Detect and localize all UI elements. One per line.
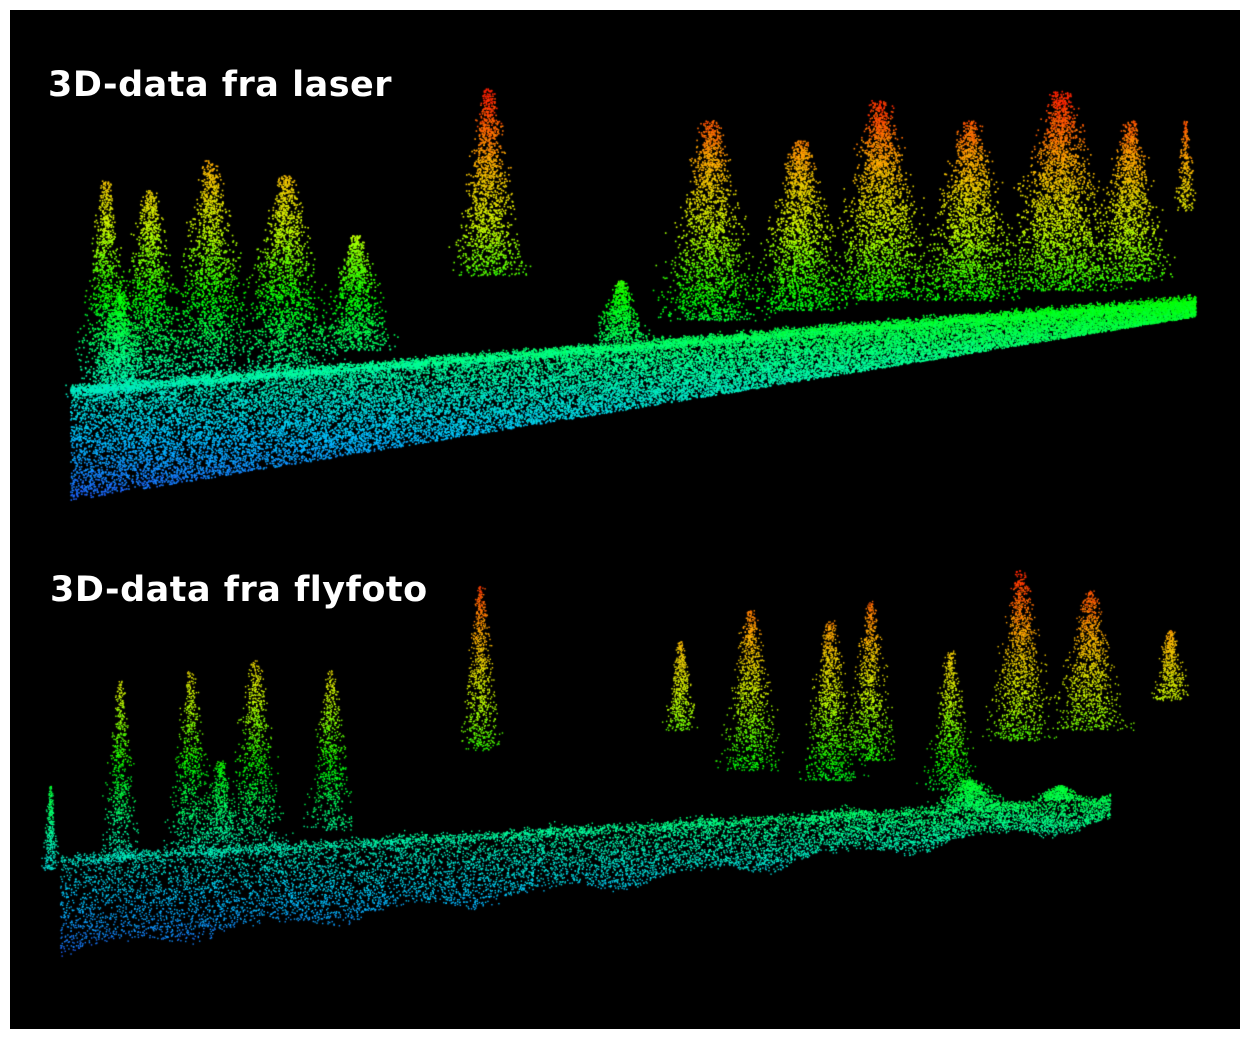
panel-flyfoto: 3D-data fra flyfoto	[10, 530, 1240, 1029]
figure-frame: 3D-data fra laser 3D-data fra flyfoto	[10, 10, 1240, 1029]
panel-laser: 3D-data fra laser	[10, 10, 1240, 530]
panel-title-laser: 3D-data fra laser	[48, 65, 393, 105]
flyfoto-point-cloud-image	[10, 530, 1240, 1029]
laser-point-cloud-image	[10, 10, 1240, 530]
panel-title-flyfoto: 3D-data fra flyfoto	[50, 570, 428, 610]
